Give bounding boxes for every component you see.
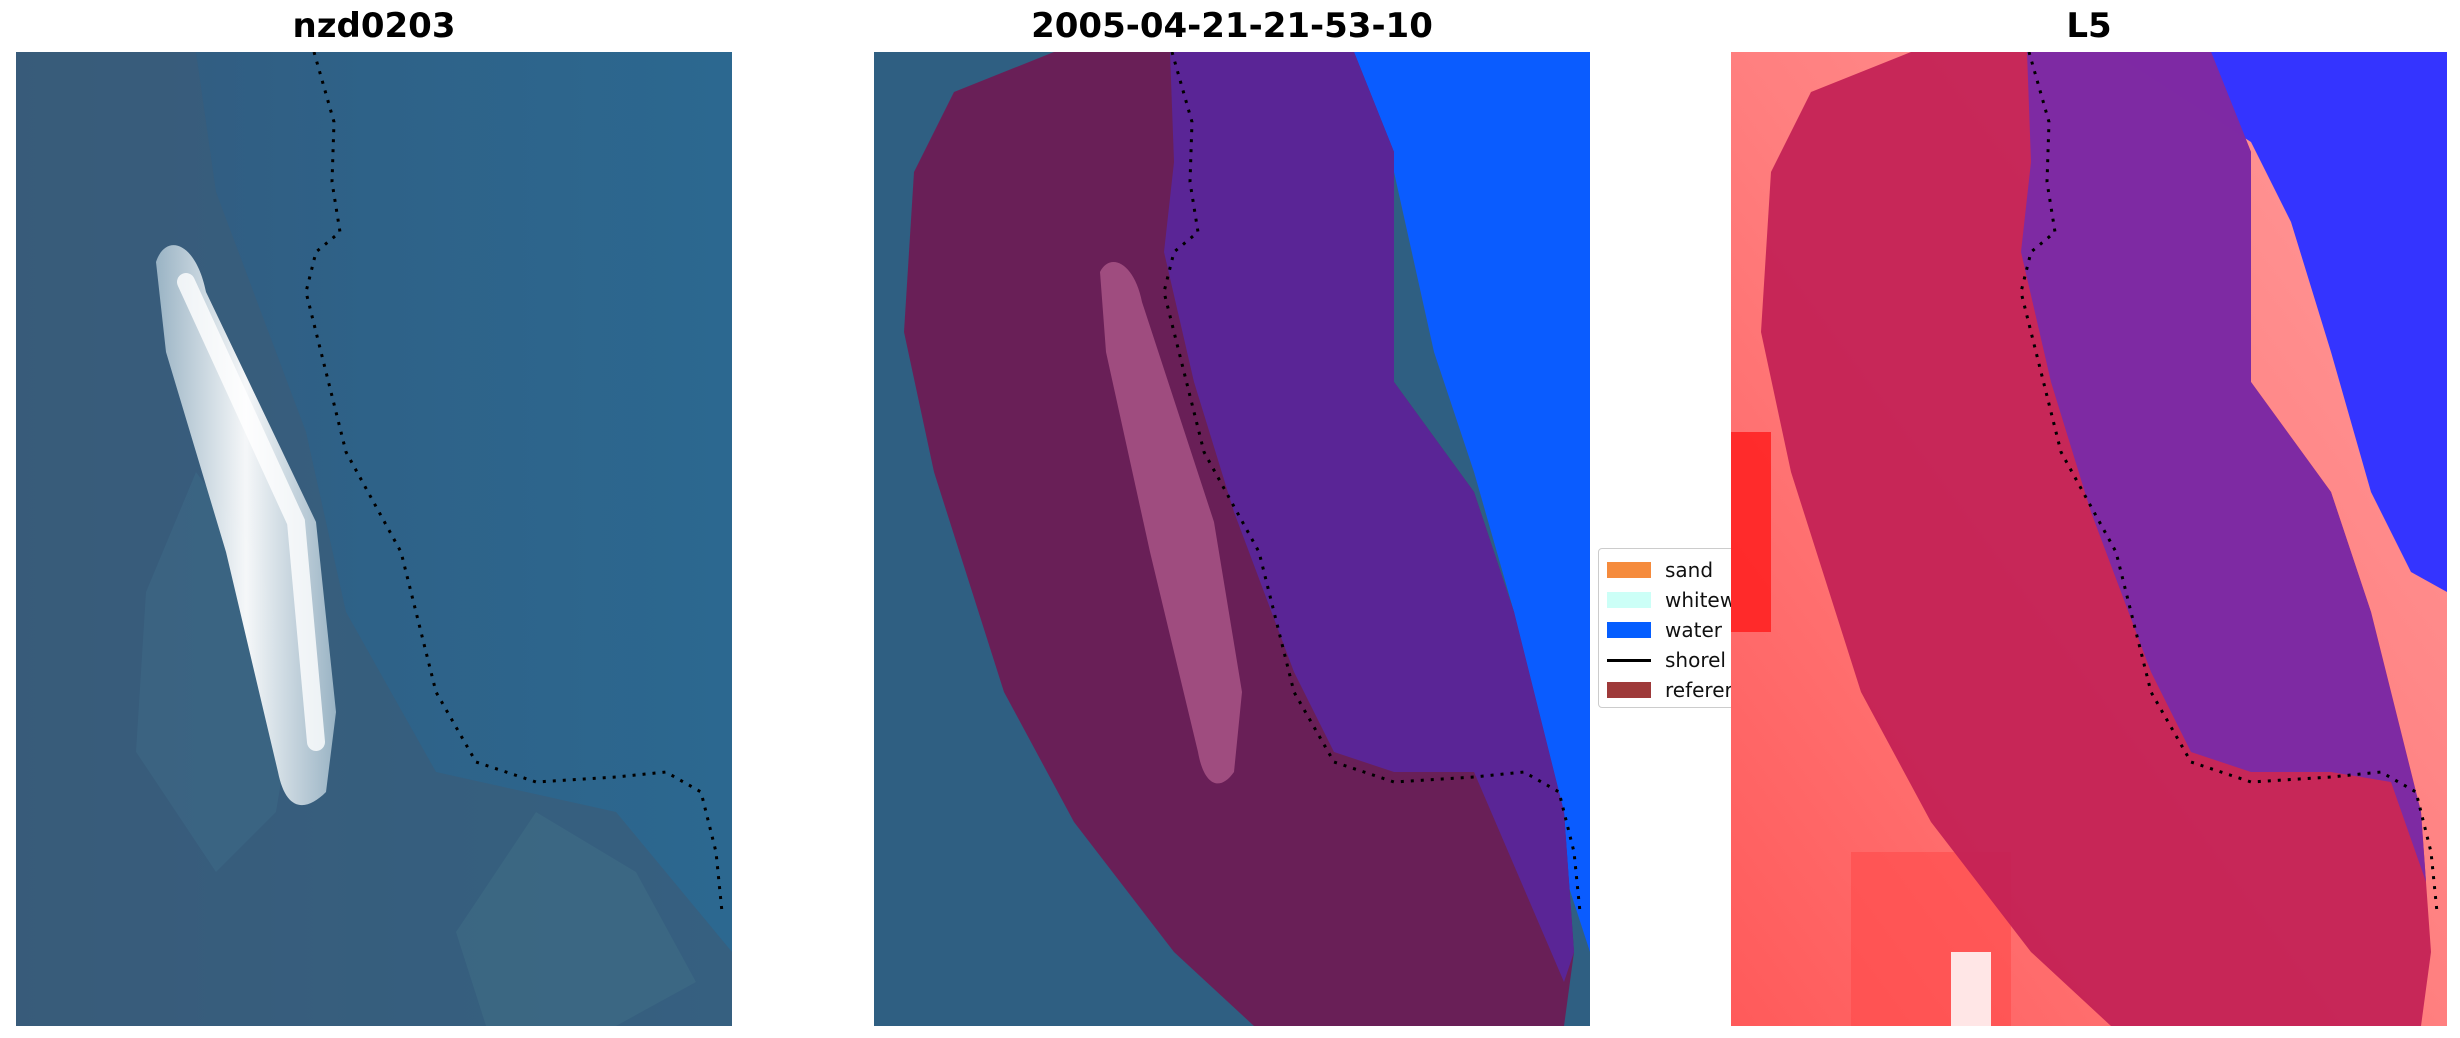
index-panel — [1731, 52, 2447, 1026]
legend-label: sand — [1665, 558, 1714, 582]
legend-label: whitew — [1665, 588, 1737, 612]
classification-panel — [874, 52, 1590, 1026]
legend-label: shorel — [1665, 648, 1726, 672]
legend-item-shoreline: shorel — [1607, 645, 1737, 675]
legend-swatch-water — [1607, 622, 1651, 638]
legend-item-whitewater: whitew — [1607, 585, 1737, 615]
panel-title-rgb: nzd0203 — [292, 6, 456, 46]
legend-label: water — [1665, 618, 1722, 642]
panel-title-classification: 2005-04-21-21-53-10 — [1031, 6, 1433, 46]
legend-swatch-whitewater — [1607, 592, 1651, 608]
legend-swatch-shoreline — [1607, 658, 1651, 662]
legend-item-water: water — [1607, 615, 1737, 645]
rgb-image-panel — [16, 52, 732, 1026]
legend: sand whitew water shorel referer — [1598, 548, 1738, 708]
legend-item-reference: referer — [1607, 675, 1737, 705]
panel-title-index: L5 — [2066, 6, 2112, 46]
legend-label: referer — [1665, 678, 1733, 702]
legend-swatch-reference — [1607, 682, 1651, 698]
legend-item-sand: sand — [1607, 555, 1737, 585]
legend-swatch-sand — [1607, 562, 1651, 578]
